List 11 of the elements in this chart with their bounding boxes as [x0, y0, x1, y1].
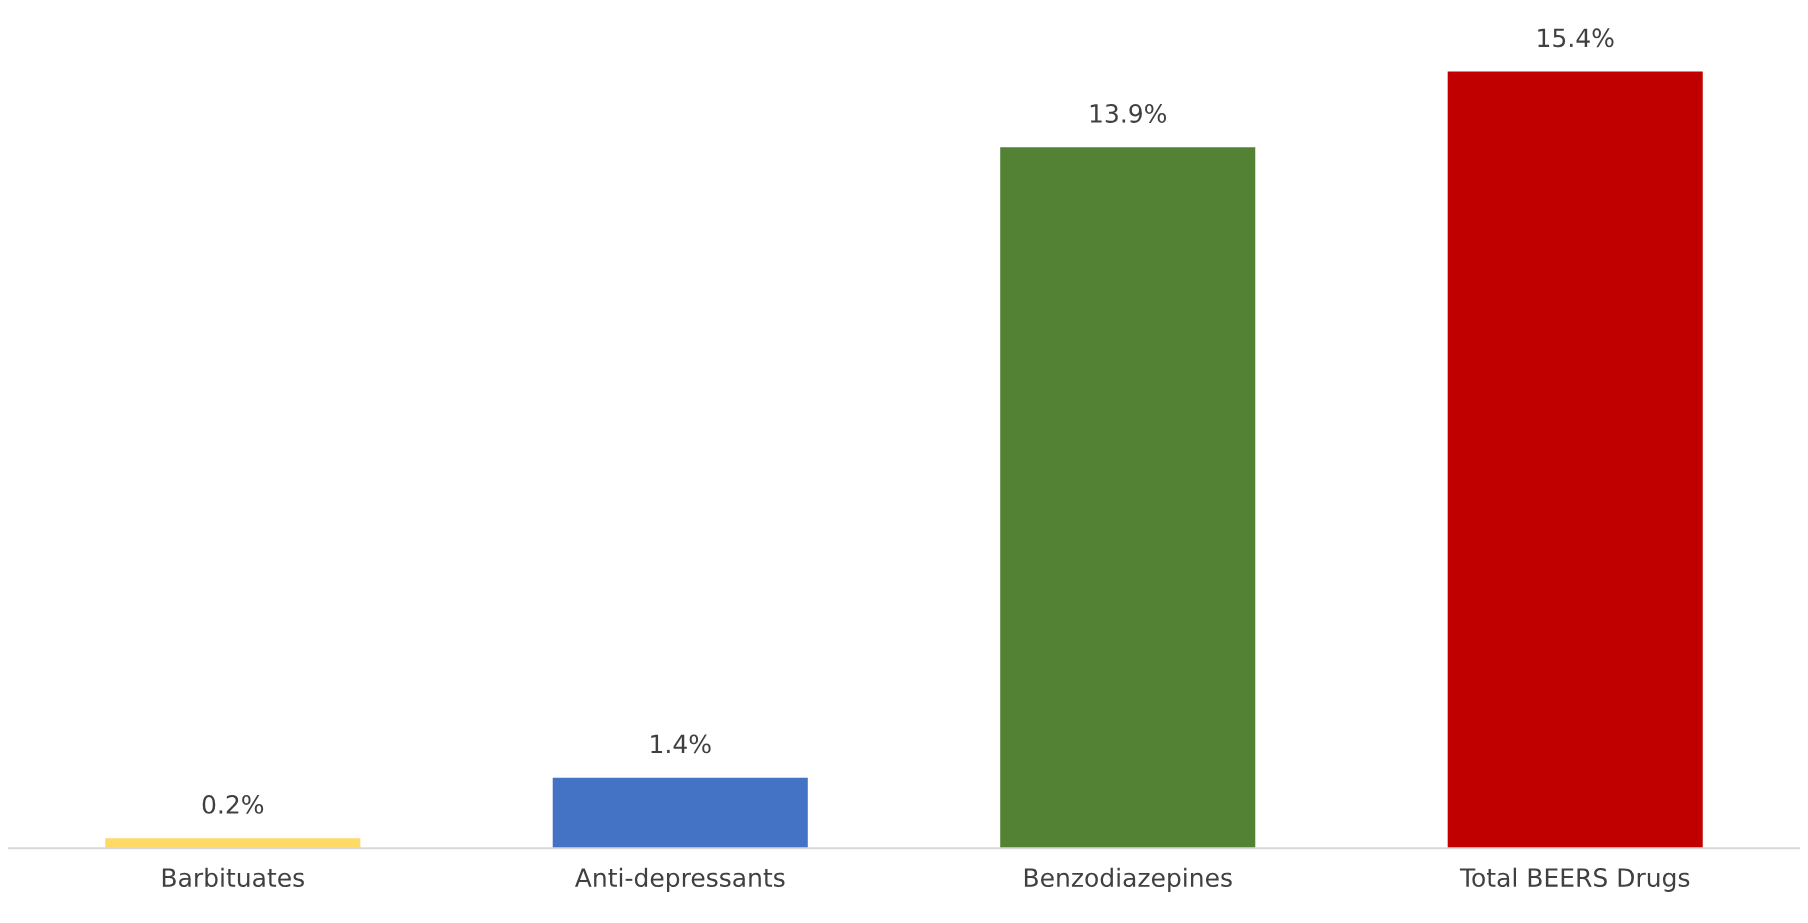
bar: [552, 777, 808, 849]
bar: [1447, 71, 1703, 849]
x-tick-label: Barbituates: [162, 867, 304, 888]
data-label: 1.4%: [651, 734, 711, 754]
x-tick-label: Total BEERS Drugs: [1459, 867, 1690, 892]
x-tick-label: Benzodiazepines: [1024, 867, 1232, 892]
x-tick-label: Anti-depressants: [574, 867, 785, 892]
data-label: 13.9%: [1090, 104, 1167, 123]
data-label: 0.2%: [202, 794, 264, 814]
bar: [1000, 147, 1256, 849]
data-label: 15.4%: [1538, 28, 1614, 48]
